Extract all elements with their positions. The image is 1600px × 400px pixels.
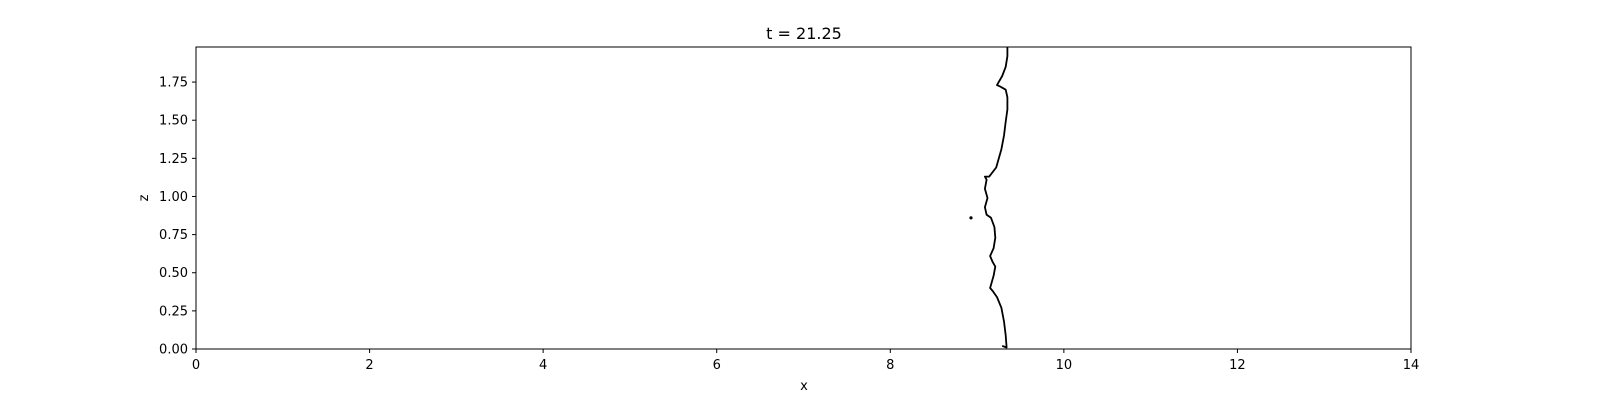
y-tick-label: 0.25 xyxy=(159,304,188,319)
y-tick-label: 0.75 xyxy=(159,228,188,243)
y-tick-label: 1.25 xyxy=(159,152,188,167)
y-tick-label: 0.00 xyxy=(159,343,188,358)
x-tick-label: 10 xyxy=(1056,358,1073,373)
y-tick-label: 0.50 xyxy=(159,266,188,281)
x-tick-label: 14 xyxy=(1403,358,1420,373)
x-tick-label: 6 xyxy=(713,358,721,373)
y-tick-label: 1.75 xyxy=(159,76,188,91)
x-axis-label: x xyxy=(800,379,808,394)
y-tick-label: 1.00 xyxy=(159,190,188,205)
x-tick-label: 2 xyxy=(365,358,373,373)
y-tick-label: 1.50 xyxy=(159,114,188,129)
x-tick-label: 12 xyxy=(1229,358,1246,373)
x-tick-label: 8 xyxy=(886,358,894,373)
y-axis-label: z xyxy=(137,194,152,201)
chart-title: t = 21.25 xyxy=(766,24,842,43)
x-tick-label: 0 xyxy=(192,358,200,373)
x-tick-label: 4 xyxy=(539,358,547,373)
data-point-droplet xyxy=(969,216,972,219)
